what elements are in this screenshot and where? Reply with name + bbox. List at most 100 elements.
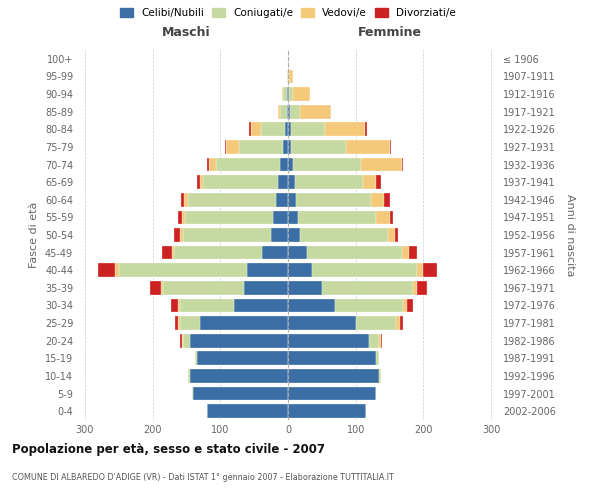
Bar <box>369 334 379 347</box>
Bar <box>402 246 409 260</box>
Text: COMUNE DI ALBAREDO D'ADIGE (VR) - Dati ISTAT 1° gennaio 2007 - Elaborazione TUTT: COMUNE DI ALBAREDO D'ADIGE (VR) - Dati I… <box>12 472 394 482</box>
Bar <box>190 369 288 383</box>
Bar <box>424 264 437 277</box>
Bar <box>288 210 298 224</box>
Bar <box>161 281 163 294</box>
Bar <box>288 228 300 242</box>
Bar <box>288 352 376 365</box>
Bar <box>417 281 427 294</box>
Bar <box>282 87 283 101</box>
Bar <box>115 264 119 277</box>
Bar <box>291 122 325 136</box>
Bar <box>273 210 288 224</box>
Bar <box>261 122 284 136</box>
Bar <box>413 281 417 294</box>
Text: Maschi: Maschi <box>162 26 211 40</box>
Bar <box>288 298 335 312</box>
Bar <box>234 298 288 312</box>
Bar <box>182 210 185 224</box>
Bar <box>225 140 226 154</box>
Bar <box>276 193 288 206</box>
Bar <box>288 105 290 118</box>
Bar <box>280 158 288 172</box>
Bar <box>151 281 161 294</box>
Bar <box>403 298 407 312</box>
Bar <box>288 158 293 172</box>
Bar <box>283 140 288 154</box>
Text: Popolazione per età, sesso e stato civile - 2007: Popolazione per età, sesso e stato civil… <box>12 442 325 456</box>
Bar <box>307 246 402 260</box>
Bar <box>179 316 200 330</box>
Bar <box>288 316 356 330</box>
Bar <box>174 228 179 242</box>
Bar <box>181 193 184 206</box>
Bar <box>197 176 200 189</box>
Bar <box>417 264 424 277</box>
Bar <box>409 246 417 260</box>
Bar <box>179 228 183 242</box>
Bar <box>379 369 381 383</box>
Bar <box>178 298 179 312</box>
Bar <box>402 158 403 172</box>
Bar <box>188 193 276 206</box>
Bar <box>288 246 307 260</box>
Bar <box>388 228 395 242</box>
Text: Femmine: Femmine <box>358 26 422 40</box>
Bar <box>290 105 300 118</box>
Bar <box>200 316 288 330</box>
Legend: Celibi/Nubili, Coniugati/e, Vedovi/e, Divorziati/e: Celibi/Nubili, Coniugati/e, Vedovi/e, Di… <box>120 8 456 18</box>
Bar <box>293 158 361 172</box>
Bar <box>288 87 289 101</box>
Bar <box>197 352 288 365</box>
Bar <box>172 246 174 260</box>
Bar <box>203 176 278 189</box>
Bar <box>247 264 288 277</box>
Bar <box>289 87 293 101</box>
Bar <box>185 210 273 224</box>
Bar <box>288 70 289 84</box>
Bar <box>251 122 261 136</box>
Bar <box>407 298 413 312</box>
Bar <box>182 334 183 347</box>
Bar <box>278 176 288 189</box>
Bar <box>175 316 178 330</box>
Bar <box>376 176 382 189</box>
Bar <box>288 334 369 347</box>
Bar <box>400 316 403 330</box>
Bar <box>288 386 376 400</box>
Bar <box>288 193 296 206</box>
Bar <box>395 228 398 242</box>
Bar <box>163 281 244 294</box>
Y-axis label: Fasce di età: Fasce di età <box>29 202 39 268</box>
Bar <box>300 105 331 118</box>
Bar <box>365 122 367 136</box>
Bar <box>278 105 280 118</box>
Bar <box>288 122 291 136</box>
Bar <box>287 70 288 84</box>
Bar <box>174 246 262 260</box>
Bar <box>183 334 190 347</box>
Bar <box>239 140 283 154</box>
Bar <box>287 87 288 101</box>
Bar <box>346 140 389 154</box>
Bar <box>172 298 178 312</box>
Bar <box>288 140 292 154</box>
Bar <box>296 193 371 206</box>
Bar <box>389 210 393 224</box>
Bar <box>288 264 312 277</box>
Bar <box>322 281 413 294</box>
Bar <box>262 246 288 260</box>
Bar <box>226 140 239 154</box>
Bar <box>361 158 402 172</box>
Bar <box>244 281 288 294</box>
Bar <box>379 334 381 347</box>
Bar <box>215 158 280 172</box>
Bar <box>207 404 288 418</box>
Bar <box>190 334 288 347</box>
Bar <box>119 264 247 277</box>
Bar <box>289 70 293 84</box>
Bar <box>376 210 389 224</box>
Bar <box>325 122 365 136</box>
Bar <box>300 228 388 242</box>
Bar <box>183 228 271 242</box>
